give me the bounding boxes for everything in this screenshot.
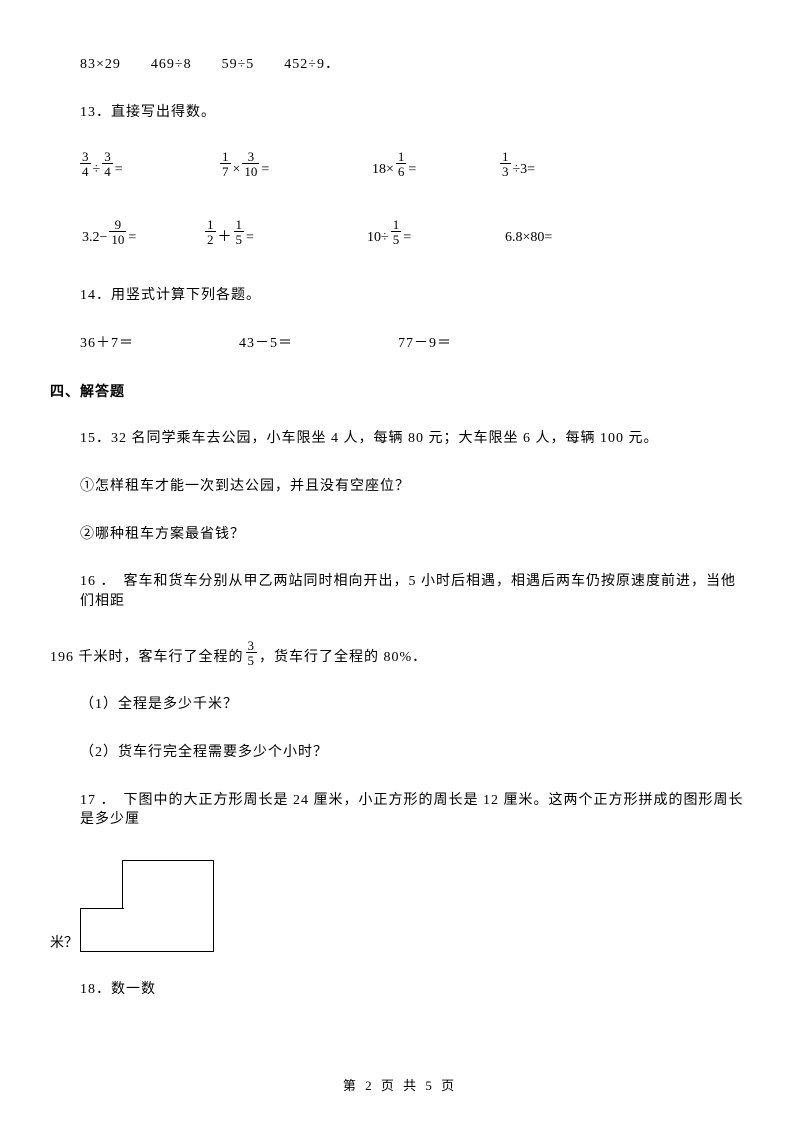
page-footer: 第 2 页 共 5 页	[0, 1075, 800, 1094]
top-expressions: 83×29 469÷8 59÷5 452÷9．	[50, 55, 750, 75]
squares-diagram	[80, 858, 250, 952]
q13-r1-d: 13 ÷3=	[500, 150, 537, 178]
q17-l1: 17 ． 下图中的大正方形周长是 24 厘米，小正方形的周长是 12 厘米。这两…	[50, 791, 750, 830]
q14-title: 14．用竖式计算下列各题。	[50, 286, 750, 306]
q13-r1-a: 34 ÷ 34 =	[80, 150, 220, 178]
q15-l2: ①怎样租车才能一次到达公园，并且没有空座位？	[50, 477, 750, 497]
big-square	[122, 860, 214, 952]
q18: 18．数一数	[50, 980, 750, 1000]
q16-l4: （2）货车行完全程需要多少个小时？	[50, 743, 750, 763]
q13-r2-d: 6.8×80=	[505, 230, 552, 246]
q15-l1: 15．32 名同学乘车去公园，小车限坐 4 人，每辆 80 元；大车限坐 6 人…	[50, 429, 750, 449]
small-square	[80, 908, 124, 952]
q13-title: 13．直接写出得数。	[50, 103, 750, 123]
section-4-title: 四、解答题	[50, 381, 750, 401]
q16-l2: 196 千米时，客车行了全程的 35 ，货车行了全程的 80%．	[50, 639, 750, 667]
q16-l2b: ，货车行了全程的 80%．	[259, 648, 427, 668]
q16-l2a: 196 千米时，客车行了全程的	[50, 648, 244, 668]
q13-r2-c: 10÷ 15 =	[365, 218, 505, 246]
q14-items: 36＋7＝ 43－5＝ 77－9＝	[50, 334, 750, 354]
q13-r2-a: 3.2− 910 =	[80, 218, 205, 246]
q13-r1-b: 17 × 310 =	[220, 150, 370, 178]
q13-r1-c: 18× 16 =	[370, 150, 500, 178]
q15-l3: ②哪种租车方案最省钱？	[50, 525, 750, 545]
q13-row2: 3.2− 910 = 12 ＋ 15 = 10÷ 15 = 6.8×80=	[50, 218, 750, 246]
q16-l3: （1）全程是多少千米？	[50, 695, 750, 715]
q13-r2-b: 12 ＋ 15 =	[205, 218, 365, 246]
q13-row1: 34 ÷ 34 = 17 × 310 = 18× 16 = 13 ÷3=	[50, 150, 750, 178]
q17-l2: 米？	[50, 932, 78, 952]
q16-l1: 16 ． 客车和货车分别从甲乙两站同时相向开出，5 小时后相遇，相遇后两车仍按原…	[50, 572, 750, 611]
q17-figure-row: 米？	[50, 858, 750, 952]
